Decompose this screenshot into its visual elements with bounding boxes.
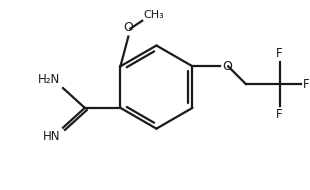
Text: O: O <box>222 60 232 73</box>
Text: F: F <box>303 78 310 91</box>
Text: CH₃: CH₃ <box>143 10 164 20</box>
Text: HN: HN <box>42 130 60 143</box>
Text: F: F <box>276 108 283 121</box>
Text: H₂N: H₂N <box>38 73 60 86</box>
Text: O: O <box>123 21 133 34</box>
Text: F: F <box>276 47 283 60</box>
